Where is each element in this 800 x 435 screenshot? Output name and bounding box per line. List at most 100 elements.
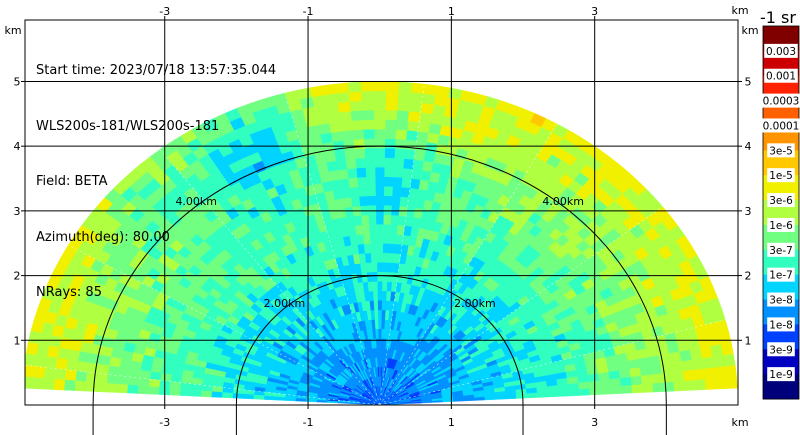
field-cell xyxy=(338,110,352,123)
field-cell xyxy=(371,271,378,282)
field-cell xyxy=(357,186,368,197)
field-cell xyxy=(126,384,139,394)
field-cell xyxy=(55,357,68,370)
field-cell xyxy=(25,353,37,367)
field-cell xyxy=(365,176,376,187)
field-cell xyxy=(631,383,644,394)
field-cell xyxy=(672,370,685,382)
field-cell xyxy=(421,160,434,172)
field-cell xyxy=(375,185,385,196)
field-cell xyxy=(355,157,366,169)
field-cell xyxy=(360,214,370,226)
instrument-text: WLS200s-181/WLS200s-181 xyxy=(36,118,220,134)
field-cell xyxy=(96,373,109,384)
field-cell xyxy=(405,129,419,141)
field-cell xyxy=(619,376,632,386)
colorbar-label: 3e-9 xyxy=(769,344,793,356)
field-cell xyxy=(609,377,622,387)
field-cell xyxy=(408,187,419,199)
field-cell xyxy=(346,167,358,179)
field-cell xyxy=(374,176,385,187)
field-cell xyxy=(385,300,391,311)
field-cell xyxy=(413,149,426,162)
field-cell xyxy=(84,381,97,392)
field-cell xyxy=(435,85,450,98)
field-cell xyxy=(118,366,131,378)
field-cell xyxy=(354,148,366,159)
field-cell xyxy=(662,381,675,392)
field-cell xyxy=(376,262,383,272)
y-tick-label-right: 2 xyxy=(745,270,752,283)
field-cell xyxy=(385,90,399,102)
field-cell xyxy=(360,90,374,102)
field-cell xyxy=(25,341,39,356)
field-cell xyxy=(408,101,423,113)
field-cell xyxy=(105,382,118,393)
field-cell xyxy=(381,300,387,311)
y-tick-label-left: 1 xyxy=(14,334,21,347)
field-cell xyxy=(349,186,360,198)
field-cell xyxy=(397,91,411,102)
field-cell xyxy=(691,357,705,370)
range-ring-label: 2.00km xyxy=(454,297,496,310)
field-cell xyxy=(63,379,76,391)
field-cell xyxy=(547,390,559,398)
field-cell xyxy=(396,224,405,236)
field-cell xyxy=(417,121,431,133)
x-tick-label-bottom: -1 xyxy=(303,416,314,429)
field-cell xyxy=(382,233,391,244)
field-cell xyxy=(704,377,717,390)
field-cell xyxy=(369,233,377,244)
field-cell xyxy=(649,363,663,375)
field-cell xyxy=(536,391,549,398)
field-cell xyxy=(406,120,420,132)
field-cell xyxy=(373,128,386,139)
field-cell xyxy=(391,186,402,197)
field-cell xyxy=(180,376,193,385)
field-cell xyxy=(376,243,384,254)
field-cell xyxy=(383,166,395,178)
field-cell xyxy=(395,234,404,245)
field-cell xyxy=(640,374,653,385)
field-cell xyxy=(411,168,423,180)
field-cell xyxy=(137,385,150,395)
azimuth-text: Azimuth(deg): 80.00 xyxy=(36,229,170,245)
field-cell xyxy=(138,377,150,387)
field-cell xyxy=(722,353,736,367)
field-cell xyxy=(221,392,233,399)
field-cell xyxy=(396,100,411,112)
field-cell xyxy=(400,186,411,198)
field-cell xyxy=(377,319,382,330)
field-cell xyxy=(148,378,161,388)
field-cell xyxy=(337,101,351,113)
field-cell xyxy=(364,147,376,159)
field-cell xyxy=(377,290,383,301)
field-cell xyxy=(419,169,432,182)
field-cell xyxy=(393,167,404,178)
field-cell xyxy=(725,376,738,389)
field-cell xyxy=(361,224,370,235)
field-cell xyxy=(127,376,140,386)
x-tick-label-bottom: 1 xyxy=(448,416,455,429)
field-cell xyxy=(128,368,141,379)
field-cell xyxy=(712,354,726,368)
field-cell xyxy=(349,100,363,112)
field-cell xyxy=(383,204,392,216)
field-cell xyxy=(211,391,223,398)
field-cell xyxy=(412,159,424,171)
field-cell xyxy=(211,385,224,393)
colorbar-label: 0.0001 xyxy=(763,120,800,132)
y-tick-label-right: 5 xyxy=(745,75,752,88)
field-cell xyxy=(382,243,390,254)
field-cell xyxy=(368,223,377,235)
field-cell xyxy=(232,393,244,399)
field-cell xyxy=(370,262,378,273)
field-cell xyxy=(377,309,382,320)
field-cell xyxy=(44,356,58,369)
field-cell xyxy=(409,91,424,104)
field-cell xyxy=(358,195,369,207)
field-cell xyxy=(386,271,394,283)
field-cell xyxy=(74,380,87,392)
field-cell xyxy=(399,196,409,207)
field-cell xyxy=(381,290,387,301)
